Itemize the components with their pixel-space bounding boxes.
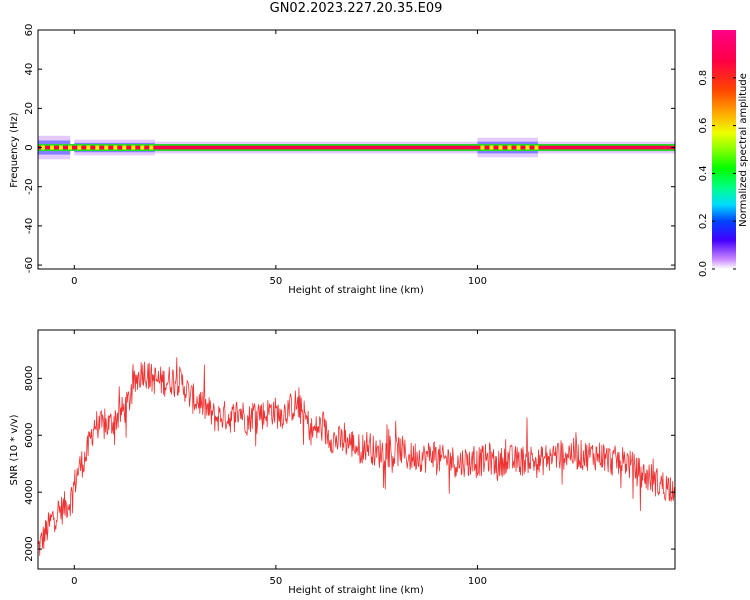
spectrogram-ytick-label: -40 <box>24 218 35 234</box>
band-speckle <box>95 145 100 150</box>
page-title: GN02.2023.227.20.35.E09 <box>269 1 443 16</box>
spectrogram-ytick-label: -20 <box>24 179 35 195</box>
colorbar-tick-label: 0.4 <box>698 165 709 181</box>
snr-ylabel: SNR (10 * v/v) <box>9 414 20 485</box>
band-speckle <box>525 145 530 150</box>
band-speckle <box>140 145 145 150</box>
colorbar-tick-label: 0.8 <box>698 70 709 86</box>
spectrogram-ylabel: Frequency (Hz) <box>9 112 20 188</box>
snr-series-line <box>38 357 675 556</box>
band-speckle <box>113 145 118 150</box>
spectrogram-ytick-label: -60 <box>24 257 35 273</box>
band-core-red <box>38 145 675 150</box>
band-speckle <box>86 145 91 150</box>
band-speckle <box>68 145 72 150</box>
snr-xtick-label: 0 <box>71 576 77 587</box>
snr-frame <box>37 329 676 570</box>
snr-panel: 0 50 100 2000 4000 6000 8000 Height of straigh… <box>9 329 676 596</box>
colorbar-tick-label: 0.2 <box>698 213 709 229</box>
band-speckle <box>104 145 109 150</box>
spectrogram-xlabel: Height of straight line (km) <box>288 285 424 296</box>
snr-ytick-label: 8000 <box>24 366 35 391</box>
band-speckle <box>131 145 136 150</box>
snr-xtick-label: 100 <box>468 576 487 587</box>
snr-axes: 0 50 100 2000 4000 6000 8000 <box>24 330 675 587</box>
band-speckle <box>77 145 82 150</box>
colorbar-label: Normalized spectral amplitude <box>738 73 749 227</box>
colorbar-tick-label: 0.0 <box>698 261 709 277</box>
spectrogram-ytick-label: 40 <box>24 63 35 76</box>
spectrogram-panel: 0 50 100 -60 -40 -20 0 20 40 60 Height of straigh… <box>9 24 676 296</box>
snr-xtick-label: 50 <box>269 576 282 587</box>
band-speckle <box>59 145 63 150</box>
band-speckle <box>498 145 503 150</box>
snr-ytick-label: 6000 <box>24 423 35 448</box>
colorbar-ticks: 0.0 0.2 0.4 0.6 0.8 <box>698 70 736 277</box>
colorbar-tick-label: 0.6 <box>698 118 709 134</box>
spectrogram-xtick-label: 100 <box>468 276 487 287</box>
band-speckle <box>489 145 494 150</box>
spectrogram-ytick-label: 20 <box>24 102 35 115</box>
snr-ytick-label: 4000 <box>24 479 35 504</box>
spectrogram-xtick-label: 0 <box>71 276 77 287</box>
spectral-band <box>38 135 675 160</box>
band-speckle <box>41 145 45 150</box>
band-speckle <box>480 145 485 150</box>
snr-ytick-label: 2000 <box>24 536 35 561</box>
colorbar: 0.0 0.2 0.4 0.6 0.8 Normalized spectral ampl… <box>698 30 749 277</box>
band-speckle <box>122 145 127 150</box>
band-speckle <box>149 145 154 150</box>
spectrogram-axes: 0 50 100 -60 -40 -20 0 20 40 60 <box>24 24 675 287</box>
band-speckle <box>50 145 54 150</box>
spectrogram-frame <box>37 29 676 270</box>
spectrogram-ytick-label: 0 <box>24 144 35 150</box>
band-speckle <box>507 145 512 150</box>
snr-xlabel: Height of straight line (km) <box>288 585 424 596</box>
spectrogram-xtick-label: 50 <box>269 276 282 287</box>
band-speckle <box>534 145 539 150</box>
spectrogram-ytick-label: 60 <box>24 24 35 37</box>
colorbar-scale <box>712 30 736 269</box>
band-speckle <box>516 145 521 150</box>
